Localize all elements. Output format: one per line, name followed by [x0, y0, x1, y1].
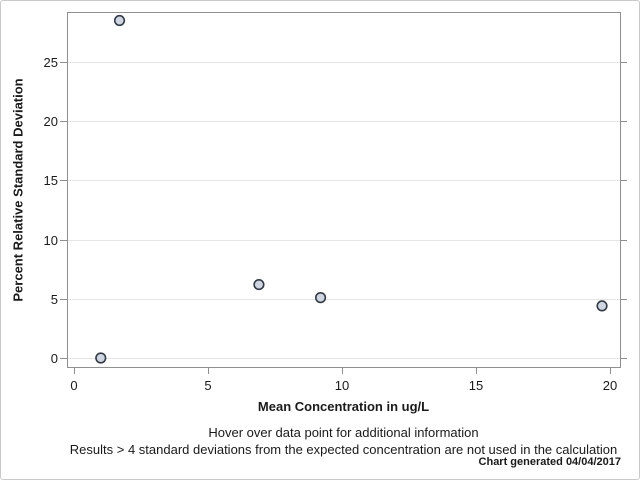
data-point-marker[interactable]: [314, 292, 327, 304]
x-axis-title: Mean Concentration in ug/L: [257, 399, 430, 414]
x-axis-tick-label: 5: [204, 378, 212, 393]
x-axis-tick-label: 10: [334, 378, 350, 393]
chart-generated-date: Chart generated 04/04/2017: [478, 456, 621, 468]
data-point-marker[interactable]: [113, 14, 126, 27]
x-axis-tick-label: 0: [70, 378, 78, 393]
data-point-marker[interactable]: [596, 300, 608, 312]
footnote-exclusion-rule: Results > 4 standard deviations from the…: [69, 442, 618, 457]
y-axis-title: Percent Relative Standard Deviation: [10, 78, 26, 302]
x-axis-tick-label: 15: [468, 378, 484, 393]
y-axis-tick-label: 25: [43, 55, 58, 70]
y-axis-tick-label: 20: [43, 114, 58, 129]
footnote-hover-instruction: Hover over data point for additional inf…: [208, 425, 479, 440]
y-axis-tick-label: 15: [43, 173, 58, 188]
y-axis-tick-label: 0: [50, 351, 58, 366]
y-axis-tick-label: 5: [50, 292, 58, 307]
y-axis-tick-label: 10: [43, 233, 58, 248]
plot-frame: [67, 12, 621, 368]
data-point-marker[interactable]: [95, 352, 107, 364]
data-point-marker[interactable]: [253, 278, 265, 291]
x-axis-tick-label: 20: [602, 378, 618, 393]
